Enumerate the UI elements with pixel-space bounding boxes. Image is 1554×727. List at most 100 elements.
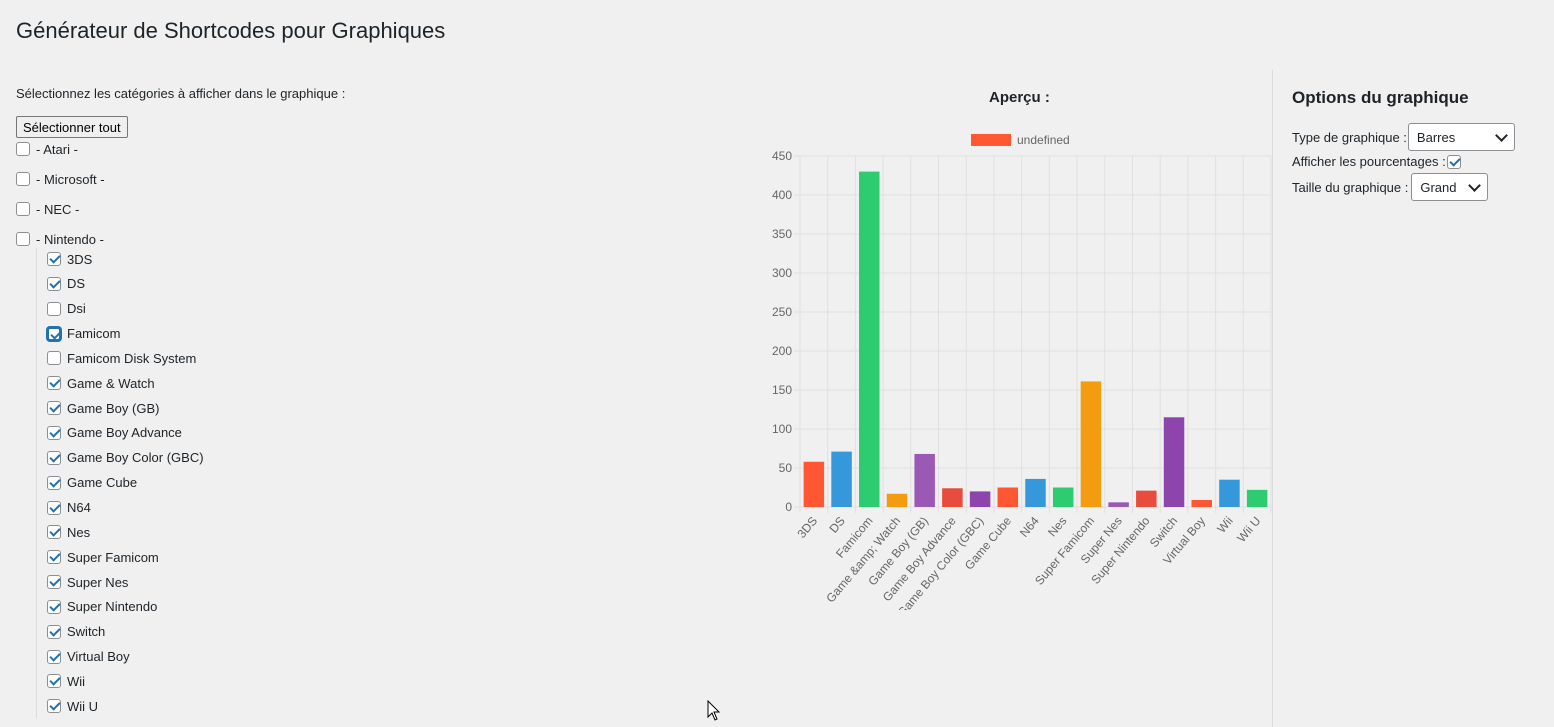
category-checkbox[interactable]	[16, 142, 30, 156]
platform-label: DS	[67, 276, 86, 292]
category-checkbox[interactable]	[16, 232, 30, 246]
platform-checkbox[interactable]	[47, 326, 61, 341]
bar	[886, 493, 908, 507]
platform-row[interactable]: Dsi	[47, 300, 86, 318]
platform-row[interactable]: Virtual Boy	[47, 648, 130, 666]
platform-row[interactable]: Game & Watch	[47, 374, 155, 392]
show-percent-label: Afficher les pourcentages :	[1292, 154, 1446, 169]
platform-label: Super Nes	[67, 574, 129, 590]
y-tick-label: 150	[772, 383, 792, 397]
platform-label: Wii U	[67, 698, 99, 714]
bar	[942, 488, 963, 507]
platform-checkbox[interactable]	[47, 401, 61, 416]
chart-size-select[interactable]: Grand	[1411, 173, 1489, 201]
options-title: Options du graphique	[1292, 88, 1469, 107]
platform-row[interactable]: Wii U	[47, 697, 98, 715]
chart-type-value: Barres	[1416, 129, 1456, 145]
platform-row[interactable]: Famicom	[47, 325, 120, 343]
bar	[1246, 489, 1268, 507]
platform-checkbox[interactable]	[47, 252, 61, 266]
category-label: - NEC -	[36, 201, 80, 217]
bar	[859, 171, 880, 507]
chart-type-select[interactable]: Barres	[1407, 123, 1515, 151]
platform-label: Nes	[67, 524, 91, 540]
bar	[914, 453, 935, 507]
platform-checkbox[interactable]	[47, 599, 61, 614]
category-row[interactable]: - NEC -	[16, 200, 79, 218]
bar	[997, 487, 1019, 507]
platform-row[interactable]: DS	[47, 275, 85, 293]
platform-checkbox[interactable]	[47, 475, 61, 490]
category-checkbox[interactable]	[16, 172, 30, 186]
instruction-text: Sélectionnez les catégories à afficher d…	[16, 86, 346, 101]
platform-row[interactable]: 3DS	[47, 250, 92, 268]
legend-swatch	[971, 134, 1011, 146]
x-tick-label: Nes	[1045, 514, 1069, 539]
platform-row[interactable]: Switch	[47, 623, 105, 641]
category-row[interactable]: - Atari -	[16, 140, 78, 158]
platform-checkbox[interactable]	[47, 624, 61, 639]
platform-row[interactable]: Wii	[47, 672, 85, 690]
platform-row[interactable]: Game Boy (GB)	[47, 399, 159, 417]
nintendo-indent-guide	[36, 248, 37, 718]
platform-checkbox[interactable]	[47, 500, 61, 515]
preview-title: Aperçu :	[989, 89, 1050, 106]
platform-checkbox[interactable]	[47, 301, 61, 316]
platform-checkbox[interactable]	[47, 276, 61, 291]
platform-label: Switch	[67, 624, 106, 640]
bar	[1163, 417, 1185, 507]
platform-checkbox[interactable]	[47, 575, 61, 590]
bar	[1136, 490, 1157, 507]
show-percent-checkbox[interactable]	[1446, 154, 1461, 169]
y-tick-label: 450	[772, 149, 792, 163]
bar-chart: undefined 0 50 100 150 200 250 300 350 400 450 3DS D…	[772, 133, 1272, 610]
x-tick-label: N64	[1017, 514, 1042, 540]
y-tick-label: 400	[772, 188, 792, 202]
platform-label: Game Boy Advance	[67, 425, 182, 441]
platform-label: Super Famicom	[67, 549, 159, 565]
mouse-cursor-icon	[707, 700, 721, 721]
y-tick-label: 250	[772, 305, 792, 319]
category-row[interactable]: - Nintendo -	[16, 230, 104, 248]
show-percent-row: Afficher les pourcentages :	[1292, 154, 1467, 169]
platform-label: Game Boy (GB)	[67, 400, 160, 416]
platform-checkbox[interactable]	[47, 674, 61, 689]
platform-row[interactable]: Famicom Disk System	[47, 349, 196, 367]
platform-row[interactable]: Super Famicom	[47, 548, 159, 566]
platform-checkbox[interactable]	[47, 550, 61, 565]
platform-checkbox[interactable]	[47, 376, 61, 391]
platform-row[interactable]: Nes	[47, 523, 90, 541]
category-row[interactable]: - Microsoft -	[16, 170, 105, 188]
bar	[803, 461, 825, 507]
platform-checkbox[interactable]	[47, 699, 61, 714]
platform-row[interactable]: Game Boy Color (GBC)	[47, 449, 204, 467]
category-checkbox[interactable]	[16, 202, 30, 216]
select-all-button[interactable]: Sélectionner tout	[16, 116, 128, 138]
category-label: - Atari -	[36, 141, 78, 157]
platform-row[interactable]: Super Nes	[47, 573, 128, 591]
y-tick-label: 300	[772, 266, 792, 280]
platform-label: Game & Watch	[67, 375, 155, 391]
platform-row[interactable]: Game Boy Advance	[47, 424, 182, 442]
platform-checkbox[interactable]	[47, 525, 61, 540]
bar	[1052, 487, 1074, 507]
y-tick-label: 200	[772, 344, 792, 358]
x-tick-label: DS	[826, 514, 847, 536]
platform-checkbox[interactable]	[47, 649, 61, 664]
platform-label: Famicom Disk System	[67, 350, 197, 366]
platform-label: Game Cube	[67, 475, 138, 491]
platform-label: Super Nintendo	[67, 599, 158, 615]
platform-row[interactable]: Game Cube	[47, 474, 137, 492]
chart-type-label: Type de graphique :	[1292, 129, 1407, 145]
platform-checkbox[interactable]	[47, 351, 61, 366]
platform-row[interactable]: N64	[47, 499, 91, 517]
bar	[1025, 478, 1046, 507]
platform-checkbox[interactable]	[47, 450, 61, 465]
platform-checkbox[interactable]	[47, 425, 61, 440]
category-label: - Microsoft -	[36, 171, 105, 187]
chevron-down-icon	[1495, 128, 1508, 142]
platform-row[interactable]: Super Nintendo	[47, 598, 157, 616]
bar	[831, 451, 852, 507]
y-tick-label: 100	[772, 422, 792, 436]
chart-size-label: Taille du graphique :	[1292, 179, 1409, 195]
